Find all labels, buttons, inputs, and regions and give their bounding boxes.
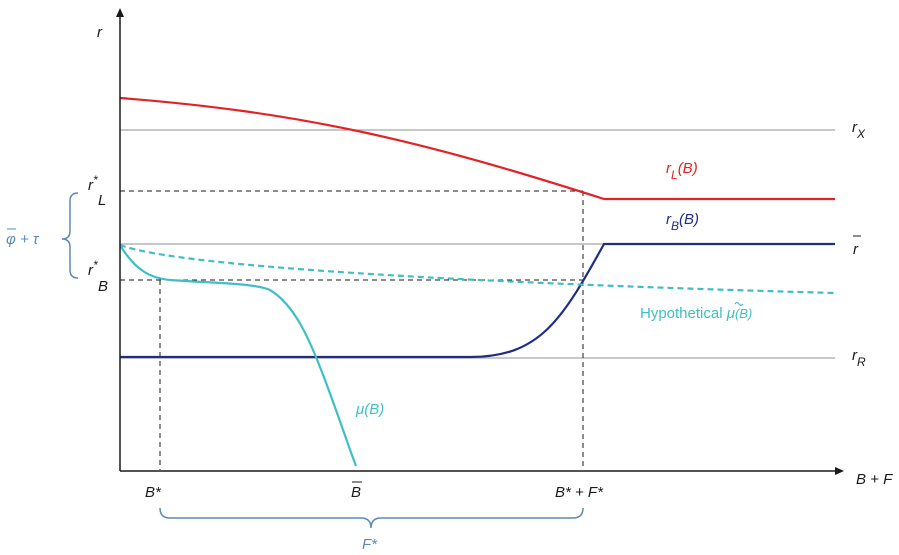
r-l-curve-label: rL(B)	[666, 160, 698, 182]
left-brace-label: φ + τ	[6, 231, 40, 248]
mu-tilde-mark	[734, 301, 744, 307]
mu-hypothetical-label: Hypothetical μ(B)	[640, 305, 752, 322]
b-star-f-star-label: B* + F*	[555, 484, 604, 501]
r-b-curve-label: rB(B)	[666, 211, 699, 233]
r-l-curve	[119, 96, 835, 201]
bottom-brace-label: F*	[362, 536, 378, 553]
r-r-label: rR	[852, 347, 866, 369]
r-x-label: rX	[852, 119, 866, 141]
bottom-brace	[159, 507, 584, 529]
r-b-curve	[120, 242, 835, 359]
x-axis-label: B + F	[856, 471, 893, 488]
r-b-star-label: r*	[88, 258, 98, 279]
y-axis-label: r	[97, 24, 103, 41]
r-bar-label: r	[853, 241, 859, 258]
left-brace	[61, 192, 79, 279]
r-b-star-sub: B	[98, 278, 108, 295]
r-l-star-sub: L	[98, 192, 106, 209]
b-star-label: B*	[145, 484, 162, 501]
b-bar-label: B	[351, 484, 361, 501]
mu-curve-label: μ(B)	[355, 401, 384, 418]
mu-curve	[119, 244, 358, 467]
r-l-star-label: r*	[88, 173, 98, 194]
mu-hypothetical-curve	[119, 243, 836, 295]
